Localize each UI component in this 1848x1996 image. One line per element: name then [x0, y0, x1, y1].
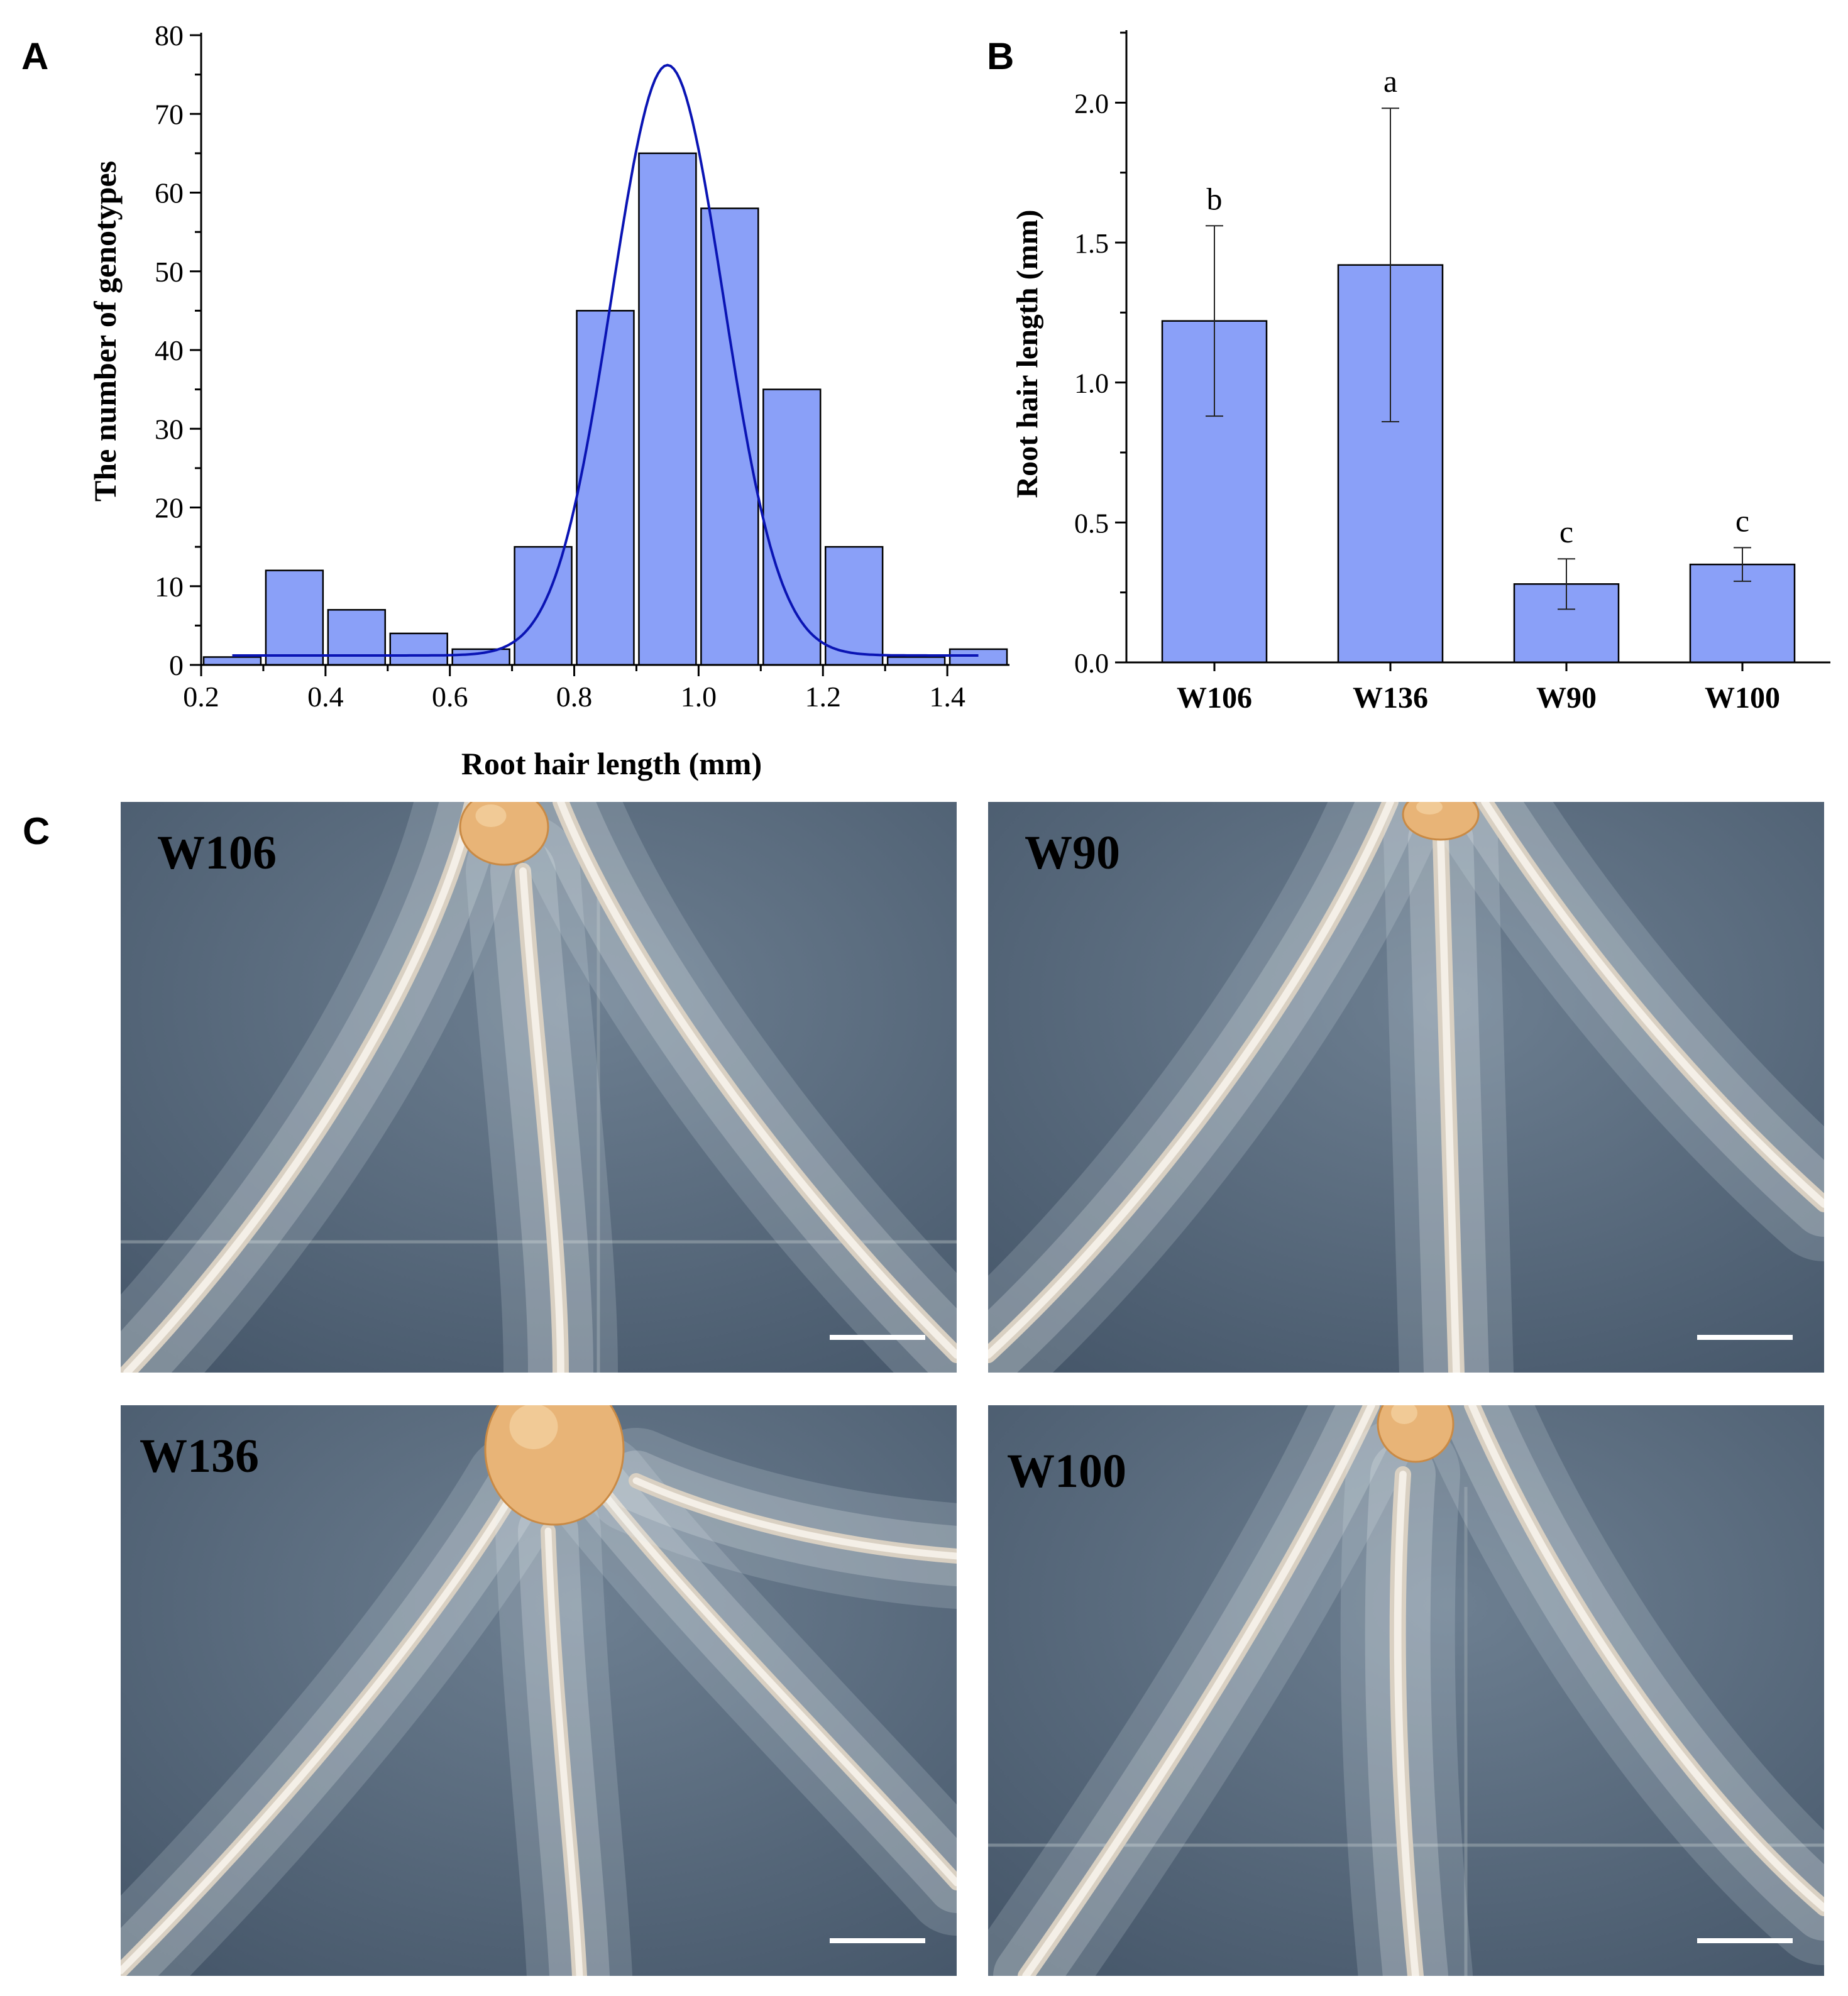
significance-letter: b: [1207, 181, 1223, 216]
seed-highlight: [475, 804, 507, 827]
seed-highlight: [509, 1405, 558, 1449]
y-tick-label: 1.0: [1074, 368, 1109, 399]
seed-highlight: [1416, 802, 1443, 814]
histogram-bar: [202, 656, 262, 666]
bar-chart: b W106 a W136 c W90 c W100 0.0 0.5 1.0 1.5 2.0 Root h…: [1011, 30, 1830, 715]
root-photo-canvas: [121, 802, 957, 1373]
panel-label-b: B: [987, 35, 1014, 77]
y-tick-label: 80: [155, 19, 184, 52]
root-photo-canvas: [988, 802, 1824, 1373]
x-tick-label: 0.6: [432, 681, 468, 713]
histogram-bar: [451, 648, 510, 666]
x-tick-label: W136: [1353, 681, 1428, 715]
y-tick-label: 70: [155, 98, 184, 130]
y-tick-label: 0: [169, 649, 184, 681]
root-highlight: [1394, 1471, 1419, 1976]
histogram-bar: [949, 648, 1008, 666]
root-highlight: [1437, 836, 1460, 1373]
histogram-chart: 0 10 20 30 40 50 60 70 80 0.2 0.4 0.6 0.8 1.0 1.2 1.4 Ro…: [87, 19, 1009, 781]
histogram-bar: [762, 388, 822, 666]
root-photo-canvas: [121, 1405, 957, 1976]
y-tick-label: 2.0: [1074, 88, 1109, 119]
y-tick-label: 20: [155, 492, 184, 524]
x-tick-label: W100: [1705, 681, 1780, 715]
gaussian-fit-line: [232, 63, 979, 657]
photo-w100: W100: [988, 1405, 1824, 1976]
y-tick-label: 30: [155, 413, 184, 445]
root-highlight: [595, 1483, 957, 1887]
x-tick-label: 0.4: [307, 681, 344, 713]
root-highlight: [544, 1527, 583, 1976]
histogram-bar: [700, 207, 759, 666]
significance-letter: c: [1559, 514, 1573, 549]
y-axis-label: Root hair length (mm): [1011, 209, 1044, 498]
histogram-bar: [265, 569, 324, 666]
root-highlight: [121, 1483, 520, 1975]
significance-letter: a: [1383, 63, 1397, 99]
x-tick-label: 1.0: [681, 681, 717, 713]
x-tick-label: 0.8: [556, 681, 593, 713]
x-tick-label: 0.2: [183, 681, 219, 713]
root-highlight: [632, 1477, 957, 1560]
panel-label-a: A: [21, 35, 48, 77]
panel-label-c: C: [23, 810, 50, 852]
seed-highlight: [1391, 1405, 1417, 1424]
photo-label: W106: [157, 826, 277, 879]
photo-w106: W106: [121, 802, 957, 1373]
y-tick-label: 60: [155, 177, 184, 209]
scale-bar: [830, 1938, 925, 1943]
x-axis-label: Root hair length (mm): [461, 746, 762, 781]
y-tick-label: 0.5: [1074, 508, 1109, 539]
charts-area: A B 0 10 20 30 40 50 60 70 80 0.2 0.4 0.6 0.8 1.0 1.2 1…: [21, 19, 1830, 781]
x-tick-label: 1.2: [805, 681, 841, 713]
x-tick-label: W90: [1536, 681, 1597, 715]
agar-plate-background: [988, 802, 1824, 1373]
y-tick-label: 50: [155, 256, 184, 288]
histogram-bar: [389, 632, 448, 666]
histogram-bar: [886, 656, 946, 666]
photo-label: W136: [140, 1430, 259, 1483]
scale-bar: [1697, 1938, 1793, 1943]
root-highlight: [519, 867, 564, 1373]
root-highlight: [1481, 802, 1824, 1208]
photo-label: W100: [1007, 1445, 1126, 1498]
root-photo-canvas: [988, 1405, 1824, 1976]
scale-bar: [1697, 1335, 1793, 1340]
root-highlight: [988, 802, 1394, 1359]
y-axis-label: The number of genotypes: [87, 161, 123, 502]
photo-w90: W90: [988, 802, 1824, 1373]
histogram-bar: [638, 152, 697, 666]
histogram-bar: [576, 310, 635, 666]
x-tick-label: W106: [1177, 681, 1252, 715]
y-tick-label: 40: [155, 334, 184, 366]
histogram-bar: [824, 546, 884, 666]
root-highlight: [1468, 1405, 1824, 1912]
significance-letter: c: [1735, 503, 1749, 538]
photo-w136: W136: [121, 1405, 957, 1976]
root-highlight: [1022, 1405, 1375, 1976]
root-highlight: [557, 802, 957, 1359]
y-tick-label: 10: [155, 571, 184, 603]
y-tick-label: 1.5: [1074, 228, 1109, 259]
photo-label: W90: [1025, 826, 1120, 879]
y-tick-label: 0.0: [1074, 648, 1109, 679]
root-highlight: [123, 802, 476, 1373]
scale-bar: [830, 1335, 925, 1340]
x-tick-label: 1.4: [929, 681, 965, 713]
